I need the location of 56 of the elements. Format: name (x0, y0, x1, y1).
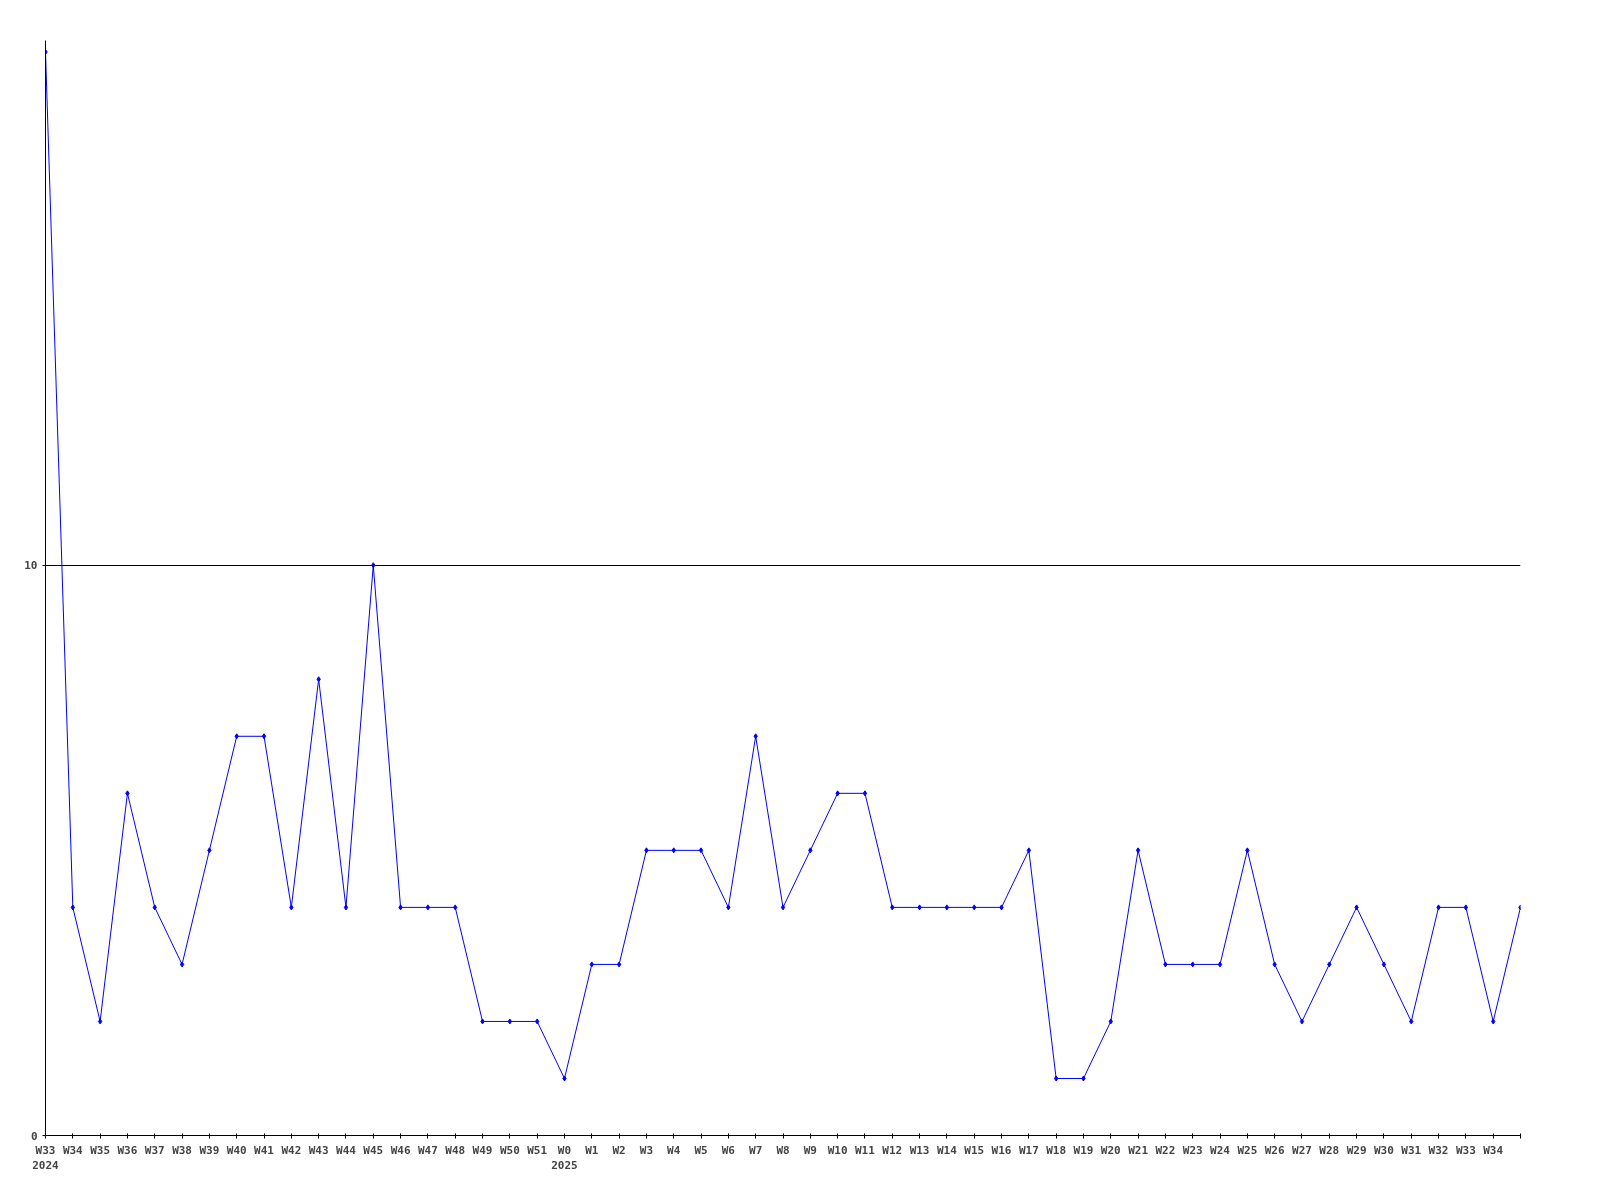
x-tick-label: W17 (1018, 1143, 1039, 1157)
x-tick-label: W35 (90, 1143, 111, 1157)
x-tick-label: W11 (855, 1143, 876, 1157)
x-tick-label: W24 (1210, 1143, 1231, 1157)
x-tick-label: W22 (1155, 1143, 1176, 1157)
x-tick-label: W49 (472, 1143, 493, 1157)
y-tick-label: 10 (24, 559, 38, 573)
x-tick-label: W6 (721, 1143, 736, 1157)
x-tick-label: W41 (254, 1143, 275, 1157)
x-tick-label: W7 (749, 1143, 763, 1157)
y-tick-label: 0 (30, 1129, 38, 1143)
x-tick-label: W38 (172, 1143, 193, 1157)
x-tick-label: W51 (527, 1143, 548, 1157)
x-tick-label: W12 (882, 1143, 903, 1157)
x-tick-label: W1 (585, 1143, 599, 1157)
x-tick-label: W16 (991, 1143, 1012, 1157)
x-tick-label: W25 (1237, 1143, 1258, 1157)
x-tick-label: W37 (144, 1143, 165, 1157)
x-tick-label: W48 (445, 1143, 466, 1157)
x-tick-label: W13 (909, 1143, 930, 1157)
x-tick-label: W50 (499, 1143, 520, 1157)
x-tick-label: W31 (1401, 1143, 1422, 1157)
x-tick-label: W15 (964, 1143, 985, 1157)
x-tick-label: W46 (390, 1143, 411, 1157)
x-tick-label: W10 (827, 1143, 848, 1157)
x-tick-label: W42 (281, 1143, 302, 1157)
x-tick-label: W21 (1128, 1143, 1149, 1157)
x-tick-label: W3 (639, 1143, 654, 1157)
x-tick-label: W43 (308, 1143, 329, 1157)
x-tick-label: W14 (936, 1143, 958, 1157)
x-tick-label: W40 (226, 1143, 247, 1157)
x-tick-label: W33 (1455, 1143, 1476, 1157)
x-tick-label: W4 (667, 1143, 681, 1157)
x-tick-label: W28 (1319, 1143, 1340, 1157)
x-tick-label: W47 (417, 1143, 438, 1157)
x-tick-label: W32 (1428, 1143, 1449, 1157)
x-tick-label: W20 (1100, 1143, 1121, 1157)
x-tick-label: W8 (776, 1143, 790, 1157)
x-tick-label: W45 (363, 1143, 384, 1157)
x-tick-label: W2 (612, 1143, 626, 1157)
x-tick-label: W26 (1264, 1143, 1285, 1157)
x-tick-label: W0 2025 (551, 1143, 578, 1173)
x-tick-label: W19 (1073, 1143, 1094, 1157)
x-tick-label: W30 (1373, 1143, 1394, 1157)
x-tick-label: W44 (336, 1143, 357, 1157)
x-tick-label: W29 (1346, 1143, 1367, 1157)
x-tick-label: W18 (1046, 1143, 1067, 1157)
x-tick-label: W34 (62, 1143, 84, 1157)
x-tick-label: W39 (199, 1143, 220, 1157)
x-tick-label: W27 (1292, 1143, 1312, 1157)
x-tick-label: W5 (694, 1143, 708, 1157)
x-tick-label: W34 (1483, 1143, 1504, 1157)
x-tick-label: W9 (803, 1143, 817, 1157)
x-tick-label: W23 (1182, 1143, 1203, 1157)
x-tick-label: W33 2024 (32, 1143, 60, 1173)
x-tick-label: W36 (117, 1143, 138, 1157)
